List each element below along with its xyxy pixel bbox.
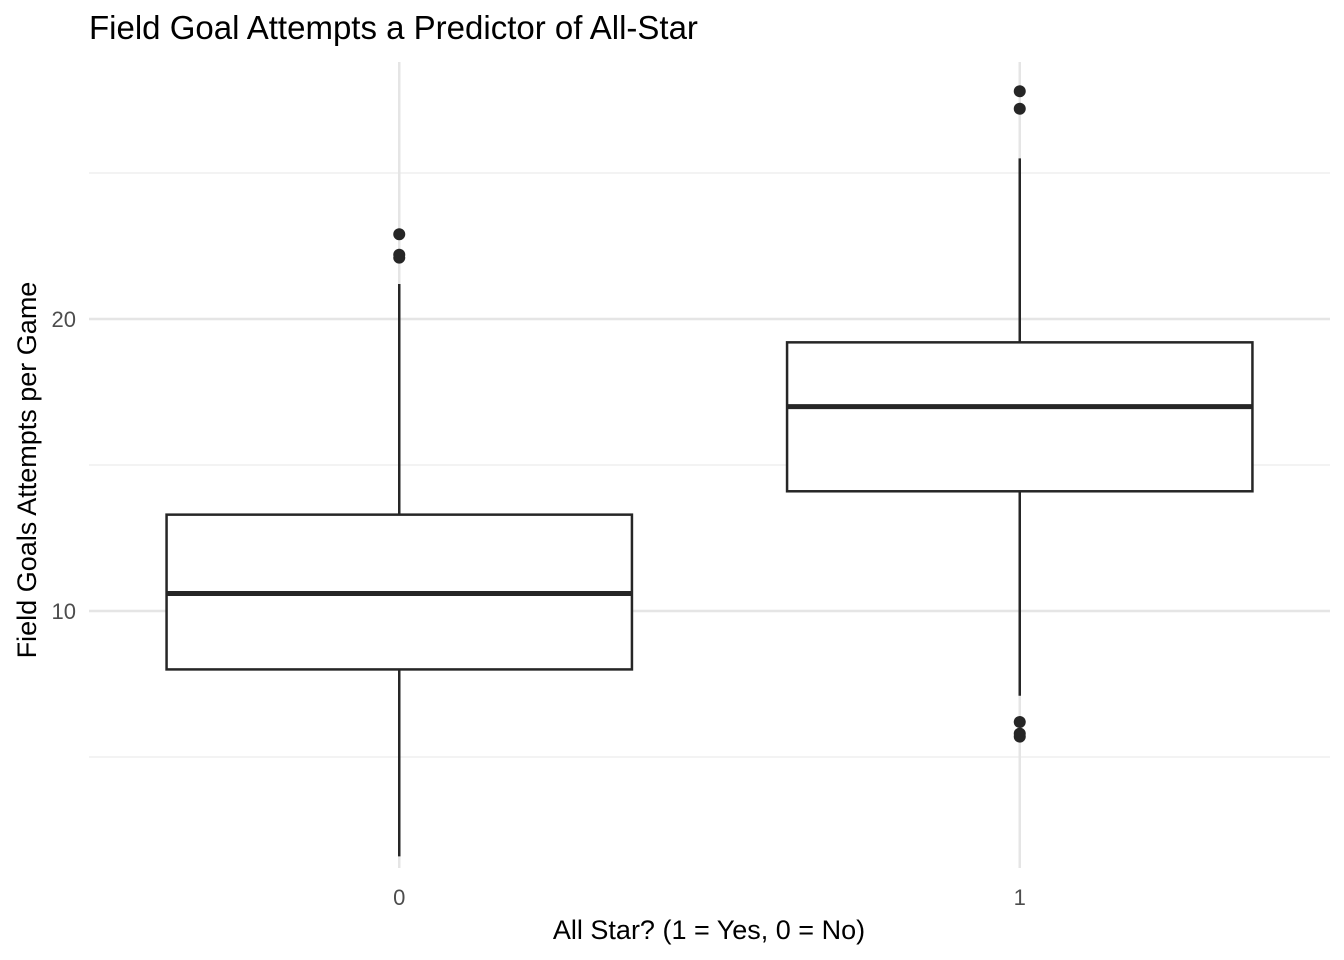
x-tick-label: 1 [1014,885,1026,910]
x-axis-title: All Star? (1 = Yes, 0 = No) [553,915,865,945]
y-tick-labels: 10 20 [52,307,76,624]
y-tick-label: 20 [52,307,76,332]
outlier-point [1013,715,1026,728]
outlier-point [1013,102,1026,115]
box-series [165,85,1254,857]
outlier-point [1013,727,1026,740]
outlier-point [1013,85,1026,98]
y-tick-label: 10 [52,599,76,624]
box-group [785,85,1254,743]
box-group [165,228,634,857]
outlier-point [393,248,406,261]
y-axis-title: Field Goals Attempts per Game [12,282,42,659]
x-tick-label: 0 [393,885,405,910]
chart-title: Field Goal Attempts a Predictor of All-S… [89,9,698,46]
box-iqr [785,341,1254,493]
outlier-point [393,228,406,241]
